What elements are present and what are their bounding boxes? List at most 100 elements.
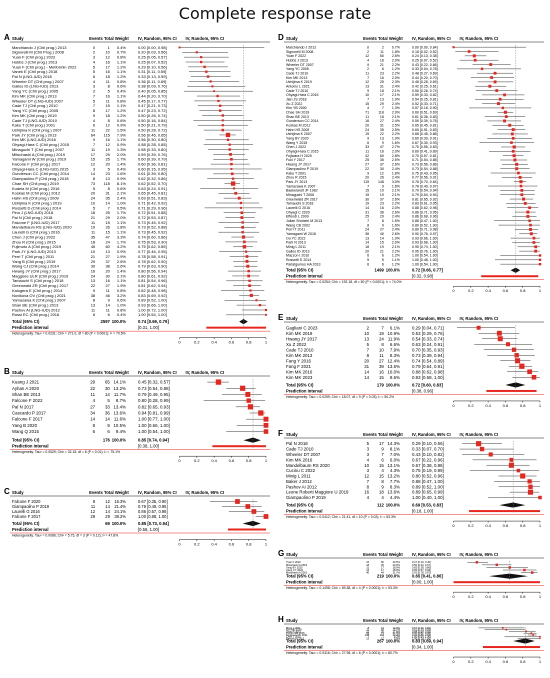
study-ci: 0.54 [0.25, 0.81] — [412, 97, 438, 101]
study-events: 20 — [365, 124, 369, 128]
study-total: 29 — [105, 215, 110, 220]
study-point — [490, 76, 493, 79]
study-total: 7 — [382, 106, 384, 110]
study-weight: 1.1% — [117, 230, 127, 235]
study-name: Ohyagi-Hara C (Chil prog.) 2015 — [12, 142, 70, 147]
study-name: Park JY (Chil prog.) 2013 — [12, 132, 57, 137]
study-name: Ayhan A 2020 — [12, 386, 40, 391]
study-point — [216, 94, 219, 98]
study-weight: 2.0% — [392, 241, 401, 245]
study-point — [246, 264, 250, 268]
study-events: 8 — [93, 499, 96, 504]
study-total: 19 — [379, 331, 384, 336]
study-name: Parlatgumus HA 2013 — [286, 262, 321, 266]
study-total: 23 — [380, 202, 384, 206]
study-weight: 13.6% — [113, 411, 126, 416]
study-total: 19 — [105, 147, 110, 152]
study-weight: 11.9% — [388, 336, 400, 341]
study-events: 12 — [91, 509, 96, 514]
panel-letter: F — [278, 429, 283, 438]
x-tick-label: 0.4 — [485, 523, 491, 528]
study-name: Hwang JY 2017 — [286, 163, 311, 167]
study-events: 10 — [365, 93, 369, 97]
study-name: Gallos ID (LNG-IUD) 2013 — [12, 84, 59, 89]
study-point — [530, 571, 534, 574]
column-header-plot: IV, Random, 95% CI — [186, 36, 225, 41]
prediction-label: Prediction interval — [286, 509, 323, 514]
study-name: Cade TJ 2010 — [286, 71, 308, 75]
study-weight: 0.7% — [117, 50, 127, 55]
study-name: Fang Y 2016 — [286, 358, 312, 363]
study-point — [240, 216, 244, 219]
study-total: 23 — [105, 171, 110, 176]
study-events: 16 — [366, 560, 369, 564]
study-weight: 2.4% — [392, 119, 401, 123]
study-ci: 0.77 [0.46, 0.95] — [138, 249, 167, 254]
study-name: Kim MK (LNG-IUD) 2016 — [12, 137, 57, 142]
study-point — [472, 54, 476, 58]
study-ci: 0.70 [0.55, 0.83] — [412, 145, 438, 149]
x-tick-label: 0 — [178, 542, 181, 547]
study-name: Yang YC (Chil prog.) 2005 — [12, 89, 59, 94]
study-events: 12 — [91, 162, 95, 167]
study-weight: 14.1% — [113, 380, 126, 385]
study-name: Hwang JY 2017 — [286, 336, 317, 341]
study-weight: 2.1% — [392, 93, 401, 97]
study-name: Yang B 2020 — [12, 423, 38, 428]
total-weight: 100.0% — [112, 438, 126, 443]
study-weight: 8.3% — [394, 635, 401, 639]
study-events: 14 — [365, 206, 369, 210]
study-ci: 0.93 [0.66, 1.00] — [412, 236, 438, 240]
prediction-bar — [212, 445, 266, 448]
study-total: 17 — [379, 441, 384, 446]
column-header-events: Events Total Weight — [89, 370, 129, 375]
study-weight: 2.2% — [392, 63, 401, 67]
figure-title: Complete response rate — [178, 4, 372, 23]
study-name: Kim MK 2019 — [286, 331, 313, 336]
study-point — [244, 250, 248, 253]
total-ci: 0.65 [0.41, 0.86] — [412, 574, 443, 579]
heterogeneity-text: Heterogeneity: Tau² = 0.0529; Chi² = 32.… — [12, 450, 120, 454]
study-total: 6 — [107, 429, 110, 434]
study-events: 9 — [93, 113, 96, 118]
study-total: 25 — [381, 629, 384, 633]
study-total: 14 — [105, 200, 110, 205]
column-header-ci: IV, Random, 95% CI — [412, 316, 451, 321]
study-name: Ou YC 2022 — [286, 236, 305, 240]
column-header-study: Study — [12, 370, 24, 375]
study-events: 9 — [367, 63, 369, 67]
study-events: 4 — [367, 58, 369, 62]
study-weight: 3.0% — [392, 180, 401, 184]
study-ci: 1.00 [0.59, 1.00] — [412, 635, 431, 639]
study-name: Yang B (Chil prog.) 2019 — [12, 259, 56, 264]
study-name: Falcone F (LNG-IUD) 2017 — [12, 220, 60, 225]
study-events: 4 — [93, 118, 96, 123]
study-total: 47 — [380, 145, 384, 149]
study-name: Wheeler DT 2007 — [286, 452, 321, 457]
study-weight: 2.6% — [392, 210, 401, 214]
total-n: 176 — [103, 438, 111, 443]
study-total: 11 — [379, 353, 384, 358]
study-name: Signorelli M (Chil Prog.) 2008 — [12, 50, 65, 55]
study-events: 16 — [365, 119, 369, 123]
study-events: 22 — [90, 386, 95, 391]
study-events: 29 — [91, 259, 96, 264]
study-name: Gunderson CC 2014 — [286, 119, 319, 123]
study-point — [226, 138, 230, 141]
study-weight: 0.6% — [117, 186, 127, 191]
study-weight: 2.0% — [392, 76, 401, 80]
study-events: 12 — [366, 636, 369, 640]
study-point — [240, 385, 246, 391]
study-events: 10 — [364, 331, 369, 336]
study-weight: 2.2% — [392, 249, 401, 253]
study-weight: 1.6% — [392, 184, 401, 188]
study-total: 14 — [381, 626, 384, 630]
study-weight: 6.6% — [390, 342, 400, 347]
study-name: Cucinu C 2022 — [286, 468, 316, 473]
study-name: Wang CJ (Chil prog.) 2014 — [12, 264, 60, 269]
x-tick-label: 0 — [452, 659, 455, 664]
study-total: 30 — [105, 273, 110, 278]
study-ci: 0.42 [0.25, 0.61] — [412, 84, 438, 88]
study-weight: 16.3% — [114, 499, 126, 504]
study-point — [230, 181, 236, 186]
